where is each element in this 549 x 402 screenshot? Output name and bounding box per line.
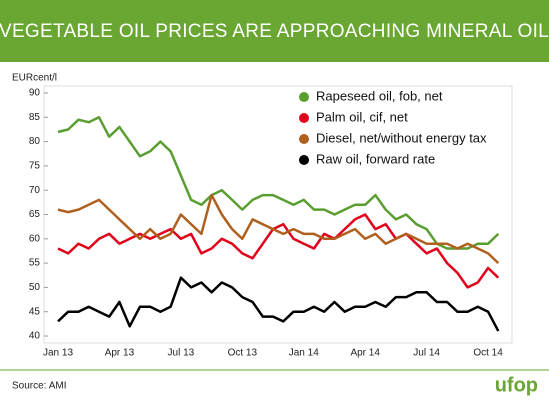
x-tick-label: Oct 14 xyxy=(473,348,503,359)
y-tick-label: 75 xyxy=(29,161,41,172)
x-tick-label: Jan 14 xyxy=(289,348,319,359)
legend-label: Rapeseed oil, fob, net xyxy=(316,88,443,103)
title-banner xyxy=(0,0,549,62)
legend-label: Diesel, net/without energy tax xyxy=(316,130,487,145)
y-tick-label: 70 xyxy=(29,185,41,196)
y-axis-label: EURcent/l xyxy=(12,73,57,84)
x-tick-label: Apr 13 xyxy=(105,348,135,359)
y-tick-label: 40 xyxy=(29,331,41,342)
x-tick-label: Jul 14 xyxy=(413,348,440,359)
source: Source: AMI xyxy=(12,381,66,392)
legend-marker xyxy=(299,92,309,102)
y-tick-label: 90 xyxy=(29,88,41,99)
logo: ufop xyxy=(495,374,538,396)
y-tick-label: 80 xyxy=(29,136,41,147)
legend-marker xyxy=(299,113,309,123)
y-tick-label: 65 xyxy=(29,209,41,220)
series-line xyxy=(57,193,500,265)
x-tick-label: Jul 13 xyxy=(168,348,195,359)
y-tick-label: 45 xyxy=(29,306,41,317)
x-tick-label: Jan 13 xyxy=(43,348,73,359)
legend-label: Raw oil, forward rate xyxy=(316,151,435,166)
series-line xyxy=(57,276,500,332)
x-tick-label: Oct 13 xyxy=(228,348,258,359)
series-line xyxy=(57,116,500,250)
legend-marker xyxy=(299,155,309,165)
y-tick-label: 55 xyxy=(29,258,41,269)
y-tick-label: 50 xyxy=(29,282,41,293)
y-tick-label: 85 xyxy=(29,112,41,123)
x-tick-label: Apr 14 xyxy=(350,348,380,359)
series-line xyxy=(57,213,500,289)
legend-marker xyxy=(299,134,309,144)
legend-label: Palm oil, cif, net xyxy=(316,109,408,124)
y-tick-label: 60 xyxy=(29,233,41,244)
chart-title: VEGETABLE OIL PRICES ARE APPROACHING MIN… xyxy=(0,21,549,42)
